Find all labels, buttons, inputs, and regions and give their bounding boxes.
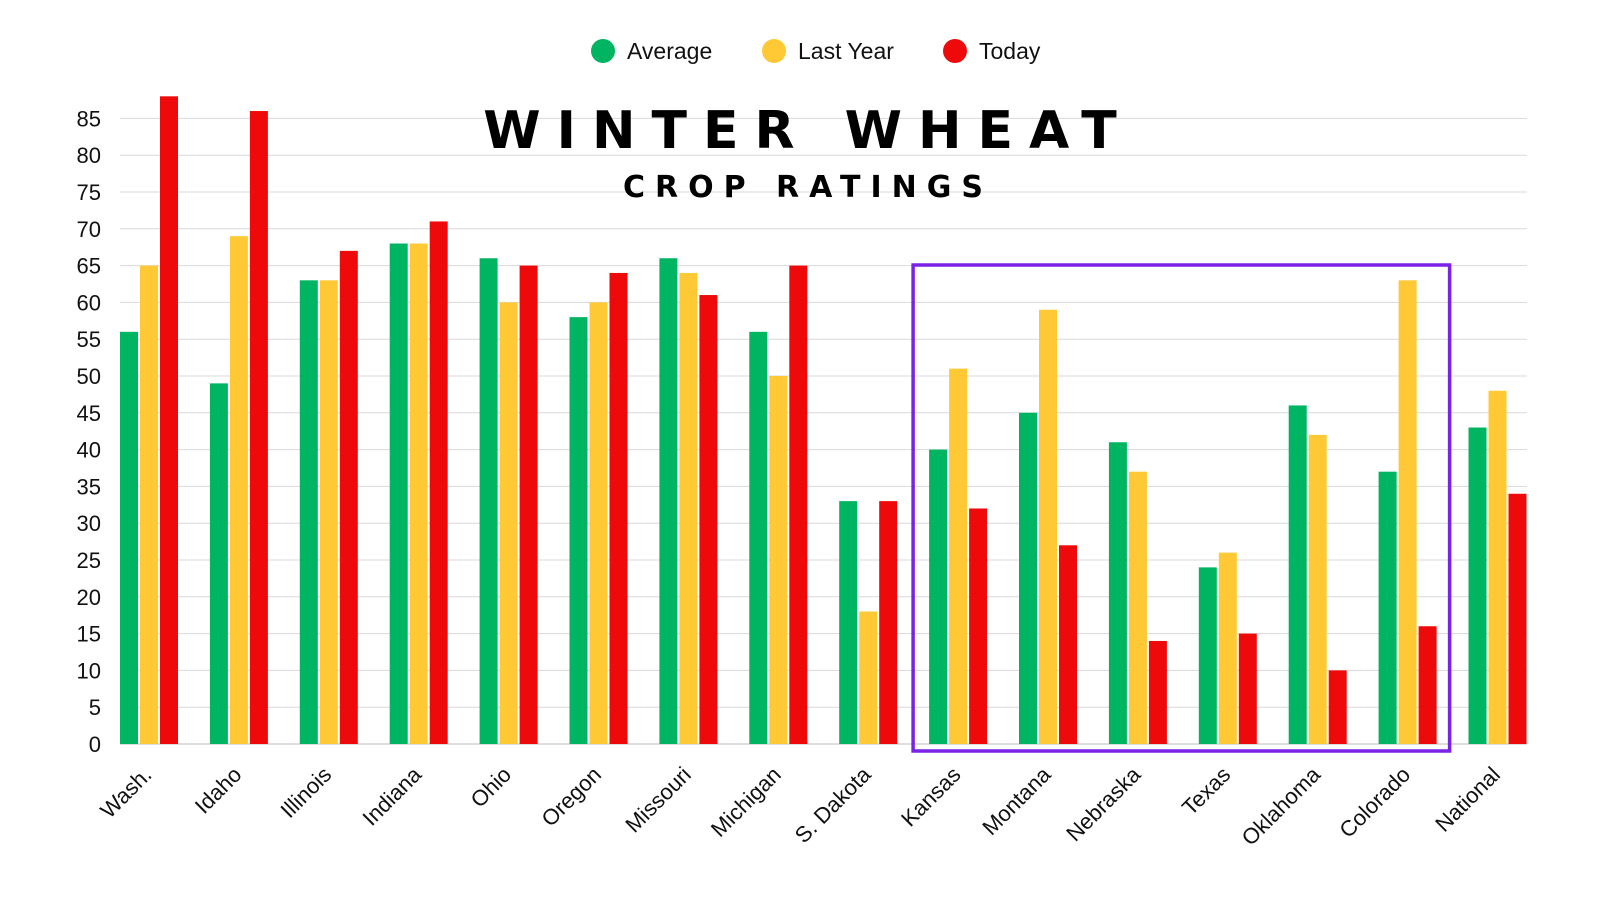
bar-texas-today	[1238, 633, 1257, 744]
bar-texas-last-year	[1218, 552, 1237, 744]
y-tick-label: 65	[77, 254, 101, 279]
y-tick-label: 85	[77, 106, 101, 131]
bar-michigan-today	[789, 265, 808, 744]
y-tick-label: 55	[77, 327, 101, 352]
bar-nebraska-today	[1148, 640, 1167, 744]
x-axis-labels: Wash. Idaho Illinois Indiana Ohio Oregon Misso…	[95, 761, 1505, 850]
category-label-colorado: Colorado	[1334, 762, 1415, 843]
legend-label-average: Average	[627, 38, 712, 64]
bar-colorado-today	[1418, 626, 1437, 744]
category-label-national: National	[1430, 762, 1505, 837]
bar-ohio-today	[519, 265, 538, 744]
bar-missouri-last-year	[679, 272, 698, 744]
bar-s-dakota-today	[879, 501, 898, 744]
bar-nebraska-average	[1108, 442, 1127, 744]
category-label-michigan: Michigan	[706, 762, 786, 842]
bar-oregon-last-year	[589, 302, 608, 744]
y-tick-label: 25	[77, 548, 101, 573]
bar-oklahoma-average	[1288, 405, 1307, 744]
bar-nebraska-last-year	[1128, 471, 1147, 744]
bar-idaho-last-year	[229, 236, 248, 744]
category-label-kansas: Kansas	[896, 762, 966, 832]
bar-illinois-average	[299, 280, 318, 744]
bar-colorado-last-year	[1398, 280, 1417, 744]
y-tick-label: 70	[77, 217, 101, 242]
bars	[120, 96, 1527, 745]
category-label-illinois: Illinois	[275, 762, 336, 823]
bar-s-dakota-average	[839, 501, 858, 744]
y-tick-label: 30	[77, 511, 101, 536]
category-label-missouri: Missouri	[620, 762, 696, 838]
category-label-oklahoma: Oklahoma	[1237, 761, 1326, 850]
bar-indiana-last-year	[409, 243, 428, 744]
y-tick-label: 80	[77, 143, 101, 168]
chart-subtitle: CROP RATINGS	[623, 170, 993, 205]
bar-kansas-today	[969, 508, 988, 744]
legend-swatch-average	[591, 39, 615, 63]
bar-montana-average	[1019, 412, 1037, 744]
bar-kansas-last-year	[949, 368, 968, 744]
legend-item-today: Today	[943, 38, 1041, 64]
bar-s-dakota-last-year	[859, 611, 878, 744]
y-tick-label: 40	[77, 438, 101, 463]
category-label-texas: Texas	[1177, 762, 1235, 820]
legend-label-last-year: Last Year	[798, 38, 894, 64]
bar-oregon-today	[609, 272, 628, 744]
bar-michigan-last-year	[769, 376, 788, 744]
y-axis-ticks: 0 5 10 15 20 25 30 35 40 45 50 55 60 65 70 75 80 85	[77, 106, 101, 757]
bar-national-today	[1508, 493, 1527, 744]
legend: Average Last Year Today	[591, 38, 1041, 64]
chart-title: WINTER WHEAT	[483, 101, 1132, 161]
bar-oklahoma-today	[1328, 670, 1347, 744]
category-label-wash: Wash.	[95, 762, 156, 823]
legend-swatch-last-year	[762, 39, 786, 63]
y-tick-label: 60	[77, 290, 101, 315]
y-tick-label: 45	[77, 401, 101, 426]
y-tick-label: 5	[89, 695, 101, 720]
bar-idaho-today	[249, 111, 268, 745]
bar-missouri-average	[659, 258, 678, 744]
bar-illinois-last-year	[319, 280, 338, 744]
category-label-oregon: Oregon	[536, 762, 606, 832]
category-label-idaho: Idaho	[190, 762, 247, 819]
legend-item-average: Average	[591, 38, 712, 64]
category-label-ohio: Ohio	[466, 762, 517, 813]
legend-label-today: Today	[979, 38, 1041, 64]
bar-missouri-today	[699, 295, 718, 744]
category-label-montana: Montana	[977, 761, 1056, 840]
bar-colorado-average	[1378, 471, 1397, 744]
bar-indiana-today	[429, 221, 448, 744]
y-tick-label: 10	[77, 658, 101, 683]
bar-kansas-average	[929, 449, 948, 744]
bar-oregon-average	[569, 317, 588, 744]
bar-ohio-average	[479, 258, 498, 744]
y-tick-label: 20	[77, 585, 101, 610]
y-tick-label: 50	[77, 364, 101, 389]
y-tick-label: 35	[77, 474, 101, 499]
bar-wash-today	[160, 96, 178, 744]
bar-texas-average	[1198, 567, 1217, 744]
category-label-nebraska: Nebraska	[1061, 761, 1146, 846]
bar-michigan-average	[749, 331, 768, 744]
bar-wash-average	[120, 331, 138, 744]
bar-oklahoma-last-year	[1308, 434, 1327, 744]
bar-national-average	[1468, 427, 1487, 744]
y-tick-label: 15	[77, 622, 101, 647]
legend-swatch-today	[943, 39, 967, 63]
bar-idaho-average	[209, 383, 228, 744]
category-label-indiana: Indiana	[358, 761, 427, 830]
highlight-box	[911, 263, 1452, 753]
bar-montana-last-year	[1039, 309, 1057, 744]
legend-item-last-year: Last Year	[762, 38, 894, 64]
bar-indiana-average	[389, 243, 408, 744]
y-tick-label: 0	[89, 732, 101, 757]
bar-illinois-today	[339, 250, 358, 744]
category-label-s-dakota: S. Dakota	[790, 761, 877, 848]
y-tick-label: 75	[77, 180, 101, 205]
bar-ohio-last-year	[499, 302, 518, 744]
bar-wash-last-year	[140, 265, 158, 744]
bar-montana-today	[1059, 545, 1077, 744]
bar-national-last-year	[1488, 390, 1507, 744]
